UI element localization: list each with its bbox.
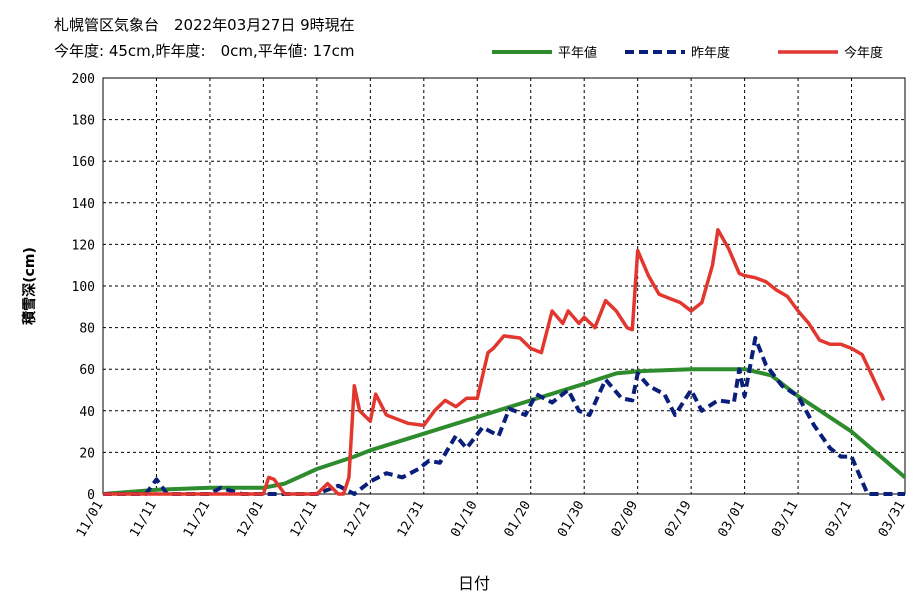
legend-label: 昨年度 <box>691 45 730 61</box>
y-tick-label: 200 <box>72 72 95 87</box>
chart-subtitle: 今年度: 45cm,昨年度: 0cm,平年値: 17cm <box>54 42 355 60</box>
chart-title: 札幌管区気象台 2022年03月27日 9時現在 <box>54 16 355 34</box>
y-tick-label: 20 <box>79 446 95 461</box>
x-tick-label: 03/21 <box>822 499 855 540</box>
series-line-konnendo <box>103 228 886 496</box>
x-tick-label: 01/20 <box>502 499 535 540</box>
y-tick-label: 120 <box>72 238 95 253</box>
legend-label: 平年値 <box>558 45 597 61</box>
y-axis-label: 積雪深(cm) <box>21 247 38 326</box>
x-tick-label: 03/11 <box>769 499 802 540</box>
y-tick-label: 160 <box>72 155 95 170</box>
y-tick-label: 60 <box>79 363 95 378</box>
y-tick-label: 180 <box>72 114 95 129</box>
x-tick-label: 11/11 <box>127 499 160 540</box>
y-tick-label: 0 <box>87 488 95 503</box>
x-tick-label: 12/21 <box>341 499 374 540</box>
x-tick-label: 03/31 <box>876 499 909 540</box>
x-tick-label: 12/01 <box>234 499 267 540</box>
x-tick-label: 01/10 <box>448 499 481 540</box>
y-tick-label: 100 <box>72 280 95 295</box>
x-tick-label: 12/11 <box>288 499 321 540</box>
y-tick-label: 80 <box>79 322 95 337</box>
x-tick-label: 01/30 <box>555 499 588 540</box>
x-tick-label: 11/21 <box>181 499 214 540</box>
y-tick-label: 40 <box>79 405 95 420</box>
legend-label: 今年度 <box>844 45 883 61</box>
x-tick-label: 02/19 <box>662 499 695 540</box>
x-tick-label: 02/09 <box>609 499 642 540</box>
x-tick-label: 12/31 <box>395 499 428 540</box>
x-axis-label: 日付 <box>458 574 490 593</box>
x-tick-label: 11/01 <box>74 499 107 540</box>
x-tick-label: 03/01 <box>716 499 749 540</box>
y-tick-label: 140 <box>72 197 95 212</box>
